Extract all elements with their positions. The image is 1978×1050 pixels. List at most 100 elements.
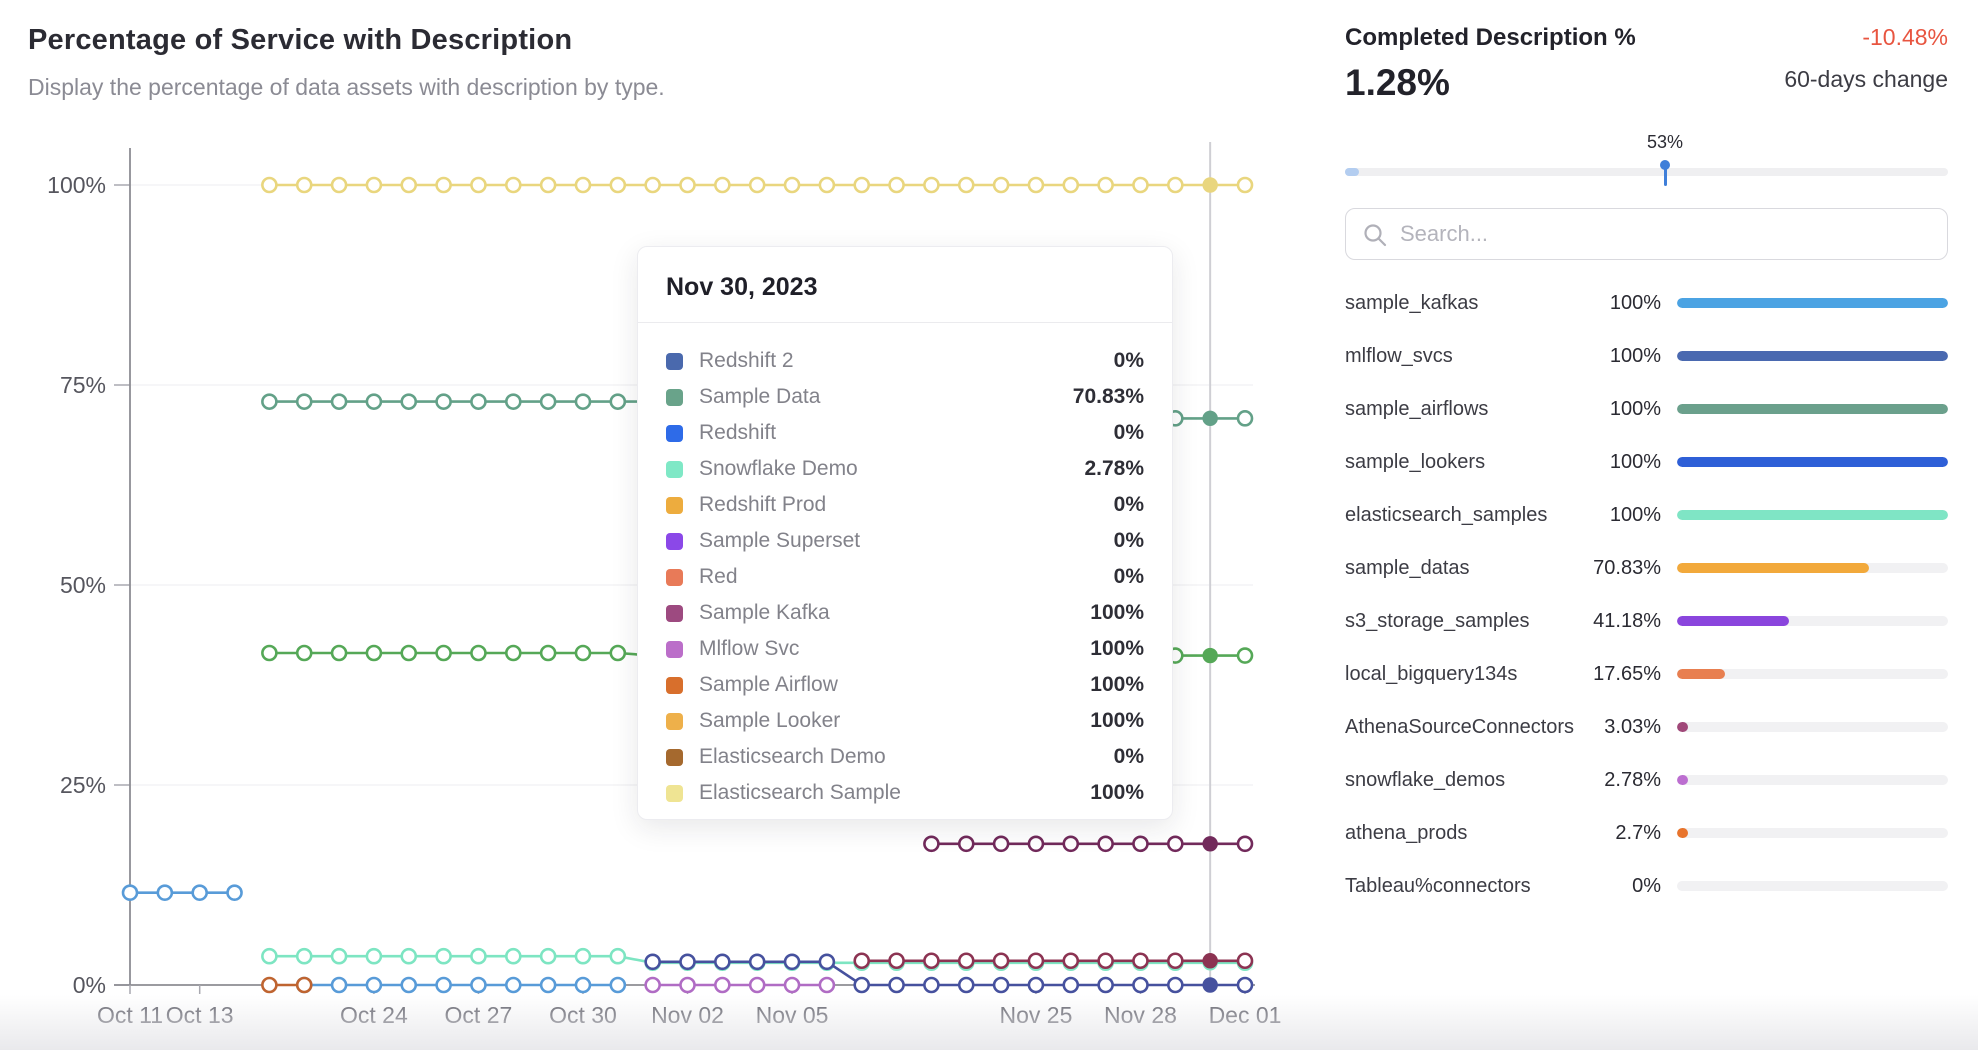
series-color-swatch [666,532,683,550]
y-axis-label: 75% [60,372,106,398]
service-row[interactable]: sample_airflows 100% [1345,394,1948,424]
data-point-marker [400,644,418,662]
threshold-slider[interactable]: 53% [1345,132,1948,190]
chart-card: Percentage of Service with Description D… [28,24,1281,1028]
service-row[interactable]: Tableau%connectors 0% [1345,871,1948,901]
service-row[interactable]: sample_datas 70.83% [1345,553,1948,583]
slider-track[interactable] [1345,168,1948,176]
data-point-marker [748,176,766,194]
data-point-marker [679,953,696,971]
series-color-swatch [666,712,683,730]
service-row[interactable]: local_bigquery134s 17.65% [1345,659,1948,689]
tooltip-row: Redshift 2 0% [666,343,1144,379]
series-label: Elasticsearch Demo [699,745,886,768]
data-point-marker [1132,976,1149,994]
x-axis-label: Nov 05 [756,1002,829,1028]
series-label: Snowflake Demo [699,457,858,480]
data-point-marker [504,976,522,994]
highlighted-data-point [1202,953,1218,969]
data-point-marker [644,976,661,994]
service-name: sample_datas [1345,556,1470,579]
series-color-swatch [666,640,683,658]
y-axis-label: 25% [60,772,106,798]
progress-bar-fill [1677,669,1725,679]
data-point-marker [400,947,418,965]
service-row[interactable]: athena_prods 2.7% [1345,818,1948,848]
data-point-marker [295,393,313,410]
progress-bar [1677,457,1948,467]
service-name: Tableau%connectors [1345,874,1531,897]
slider-value-label: 53% [1646,132,1684,152]
search-input[interactable] [1400,209,1941,259]
data-point-marker [435,976,452,994]
data-point-marker [365,976,383,994]
data-point-marker [1062,952,1080,970]
data-point-marker [574,393,592,410]
service-row[interactable]: sample_lookers 100% [1345,447,1948,477]
tooltip-row: Elasticsearch Sample 100% [666,775,1144,811]
progress-bar-fill [1677,563,1869,573]
data-point-marker [156,884,174,901]
data-point-marker [1097,176,1114,194]
data-point-marker [644,953,661,971]
service-name: snowflake_demos [1345,768,1506,791]
service-row[interactable]: snowflake_demos 2.78% [1345,765,1948,795]
progress-bar-fill [1677,616,1789,626]
series-value: 0% [1113,565,1144,588]
data-point-marker [1236,835,1254,853]
service-name: sample_kafkas [1345,291,1479,314]
service-row[interactable]: sample_kafkas 100% [1345,288,1948,318]
data-point-marker [470,176,487,194]
data-point-marker [365,644,383,662]
series-label: Red [699,565,738,588]
progress-bar-fill [1677,510,1948,520]
data-point-marker [888,976,905,994]
x-axis-label: Nov 25 [1000,1002,1073,1028]
series-label: Sample Kafka [699,601,830,624]
progress-bar [1677,298,1948,308]
data-point-marker [714,953,731,971]
series-color-swatch [666,604,683,622]
service-row[interactable]: elasticsearch_samples 100% [1345,500,1948,530]
series-value: 100% [1090,601,1144,624]
service-name: elasticsearch_samples [1345,503,1548,526]
data-point-marker [574,976,592,994]
service-row[interactable]: mlflow_svcs 100% [1345,341,1948,371]
data-point-marker [295,976,313,994]
series-value: 100% [1090,781,1144,804]
service-percentage: 17.65% [1593,662,1661,685]
service-row[interactable]: AthenaSourceConnectors 3.03% [1345,712,1948,742]
series-label: Elasticsearch Sample [699,781,901,804]
data-point-marker [923,952,940,970]
data-point-marker [574,644,592,662]
data-point-marker [504,176,522,194]
progress-bar [1677,351,1948,361]
data-point-marker [121,884,139,901]
tooltip-row: Red 0% [666,559,1144,595]
summary-metric-value: 1.28% [1345,62,1450,103]
tooltip-row: Sample Kafka 100% [666,595,1144,631]
series-label: Mlflow Svc [699,637,800,660]
x-axis-label: Oct 30 [549,1002,617,1028]
x-axis-label: Nov 02 [651,1002,724,1028]
series-label: Sample Data [699,385,821,408]
data-point-marker [1097,952,1114,970]
slider-thumb[interactable] [1660,160,1670,186]
data-point-marker [261,644,278,662]
summary-change-value: -10.48% [1862,24,1948,50]
page-title: Percentage of Service with Description [28,24,573,56]
service-name: s3_storage_samples [1345,609,1530,632]
data-point-marker [504,947,522,965]
data-point-marker [330,644,348,662]
service-row[interactable]: s3_storage_samples 41.18% [1345,606,1948,636]
data-point-marker [330,393,348,410]
data-point-marker [470,947,487,965]
progress-bar [1677,510,1948,520]
slider-left-cap [1345,168,1359,176]
data-point-marker [539,976,557,994]
tooltip-row: Redshift Prod 0% [666,487,1144,523]
data-point-marker [679,976,696,994]
data-point-marker [957,952,975,970]
data-point-marker [574,176,592,194]
tooltip-row: Mlflow Svc 100% [666,631,1144,667]
